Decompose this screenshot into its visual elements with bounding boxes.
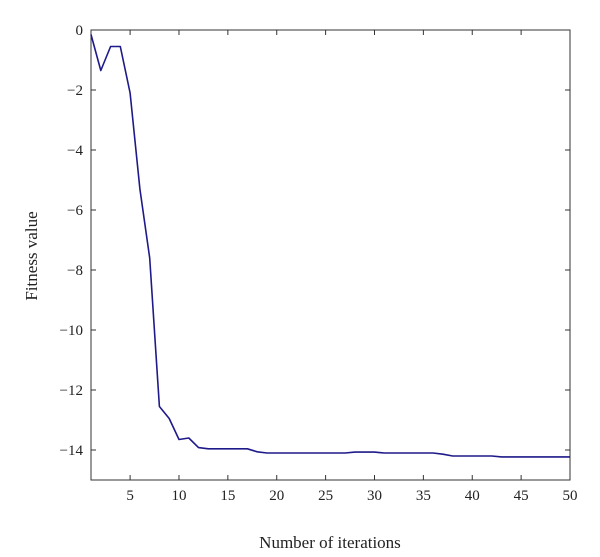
plot-area: 5 10 15 20 25 30 35 40 45 50 0 −2 −4 −6 −8 −10 −12 −14 <box>60 23 578 504</box>
x-tick-label: 10 <box>171 488 186 504</box>
x-tick-label: 50 <box>563 488 578 504</box>
x-tick-label: 20 <box>269 488 284 504</box>
x-tick-label: 35 <box>416 488 431 504</box>
y-tick-label: −12 <box>60 383 83 399</box>
y-tick-label: −14 <box>60 443 84 459</box>
x-axis-title: Number of iterations <box>259 533 401 552</box>
x-tick-label: 40 <box>465 488 480 504</box>
y-axis-title: Fitness value <box>22 211 41 300</box>
y-tick-label: 0 <box>76 23 84 39</box>
x-tick-label: 25 <box>318 488 333 504</box>
y-tick-label: −4 <box>67 143 83 159</box>
x-tick-label: 5 <box>126 488 134 504</box>
y-tick-label: −6 <box>67 203 83 219</box>
y-tick-label: −10 <box>60 323 83 339</box>
y-tick-label: −2 <box>67 83 83 99</box>
x-tick-label: 45 <box>514 488 529 504</box>
plot-frame <box>90 29 571 481</box>
series-line <box>90 34 570 458</box>
x-tick-label: 15 <box>220 488 235 504</box>
x-tick-label: 30 <box>367 488 382 504</box>
y-tick-label: −8 <box>67 263 83 279</box>
